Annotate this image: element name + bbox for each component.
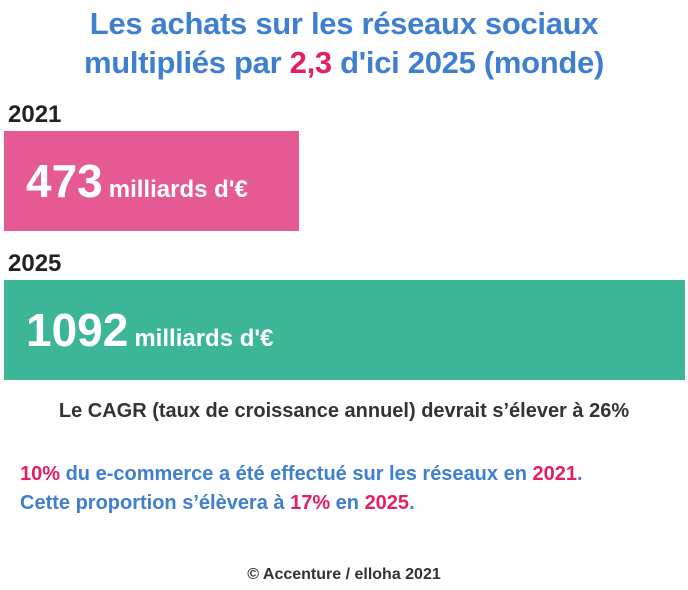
title-line-2-end: d'ici 2025 (monde) — [331, 45, 604, 80]
note-2025-year: 2025 — [364, 492, 410, 514]
bar-2021 — [4, 131, 299, 231]
note-2021-text: du e-commerce a été effectué sur les rés… — [60, 463, 533, 485]
chart-title: Les achats sur les réseaux sociaux multi… — [0, 4, 688, 82]
credit: © Accenture / elloha 2021 — [247, 566, 441, 583]
category-label-2021: 2021 — [8, 101, 62, 128]
note-2025-end: . — [409, 492, 415, 514]
note-2021-year: 2021 — [532, 463, 577, 485]
title-line-1: Les achats sur les réseaux sociaux — [89, 6, 599, 41]
data-label-unit: milliards d'€ — [134, 325, 273, 352]
note-2025-pct: 17% — [290, 492, 331, 514]
data-label-unit: milliards d'€ — [109, 176, 248, 203]
title-line-2: multipliés par 2,3 d'ici 2025 (monde) — [0, 43, 688, 82]
note-2025: Cette proportion s’élèvera à 17% en 2025… — [20, 492, 415, 515]
title-line-2-start: multipliés par — [83, 45, 290, 80]
cagr-note: Le CAGR (taux de croissance annuel) devr… — [58, 400, 630, 422]
note-2025-text: Cette proportion s’élèvera à — [20, 492, 291, 514]
bar-2025 — [4, 280, 685, 380]
data-label-value: 1092 — [26, 304, 128, 356]
title-multiplier: 2,3 — [289, 45, 333, 80]
note-2021-end: . — [576, 463, 583, 485]
data-label-value: 473 — [26, 155, 103, 207]
category-label-2025: 2025 — [8, 250, 62, 277]
note-2021: 10% du e-commerce a été effectué sur les… — [20, 463, 583, 486]
note-2025-mid: en — [330, 492, 365, 514]
data-label-2021: 473 milliards d'€ — [26, 155, 248, 207]
data-label-2025: 1092 milliards d'€ — [26, 304, 273, 356]
note-2021-pct: 10% — [20, 463, 61, 485]
